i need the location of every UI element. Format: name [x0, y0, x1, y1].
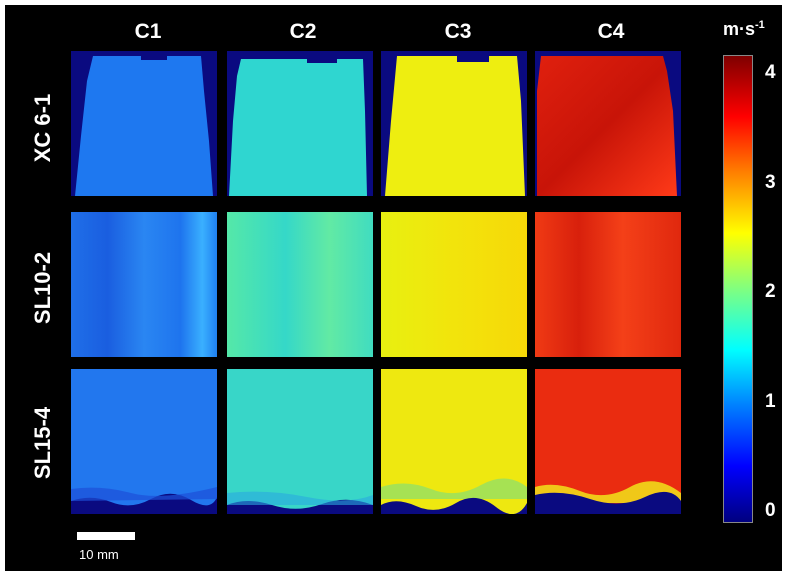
column-label-c3: C3 — [444, 20, 472, 43]
map-xc6-1-c3 — [381, 51, 527, 196]
colorbar-unit-label: m·s-1 — [723, 19, 765, 39]
row-label-xc6-1: XC 6-1 — [30, 93, 55, 163]
colorbar-tick-2: 2 — [765, 281, 776, 302]
column-label-c1: C1 — [134, 20, 162, 43]
map-xc6-1-c2 — [227, 51, 373, 196]
map-sl10-2-c2 — [227, 212, 373, 357]
map-sl10-2-c4 — [535, 212, 681, 357]
map-sl15-4-c4 — [535, 369, 681, 514]
map-xc6-1-c4 — [535, 51, 681, 196]
map-sl10-2-c1 — [71, 212, 217, 357]
colorbar-tick-4: 4 — [765, 62, 776, 83]
map-sl15-4-c2 — [227, 369, 373, 514]
scale-bar — [77, 532, 135, 540]
column-label-c2: C2 — [289, 20, 317, 43]
colorbar-tick-1: 1 — [765, 391, 776, 412]
colorbar — [723, 55, 753, 523]
row-label-sl15-4: SL15-4 — [30, 406, 55, 480]
map-xc6-1-c1 — [71, 51, 217, 196]
map-sl15-4-c3 — [381, 369, 527, 514]
column-label-c4: C4 — [597, 20, 625, 43]
colorbar-tick-0: 0 — [765, 500, 776, 521]
map-sl15-4-c1 — [71, 369, 217, 514]
row-label-sl10-2: SL10-2 — [30, 251, 55, 325]
figure-panel: C1 C2 C3 C4 XC 6-1 SL10-2 SL15-4 — [5, 5, 782, 571]
scale-bar-label: 10 mm — [79, 547, 119, 562]
map-sl10-2-c3 — [381, 212, 527, 357]
colorbar-tick-3: 3 — [765, 172, 776, 193]
